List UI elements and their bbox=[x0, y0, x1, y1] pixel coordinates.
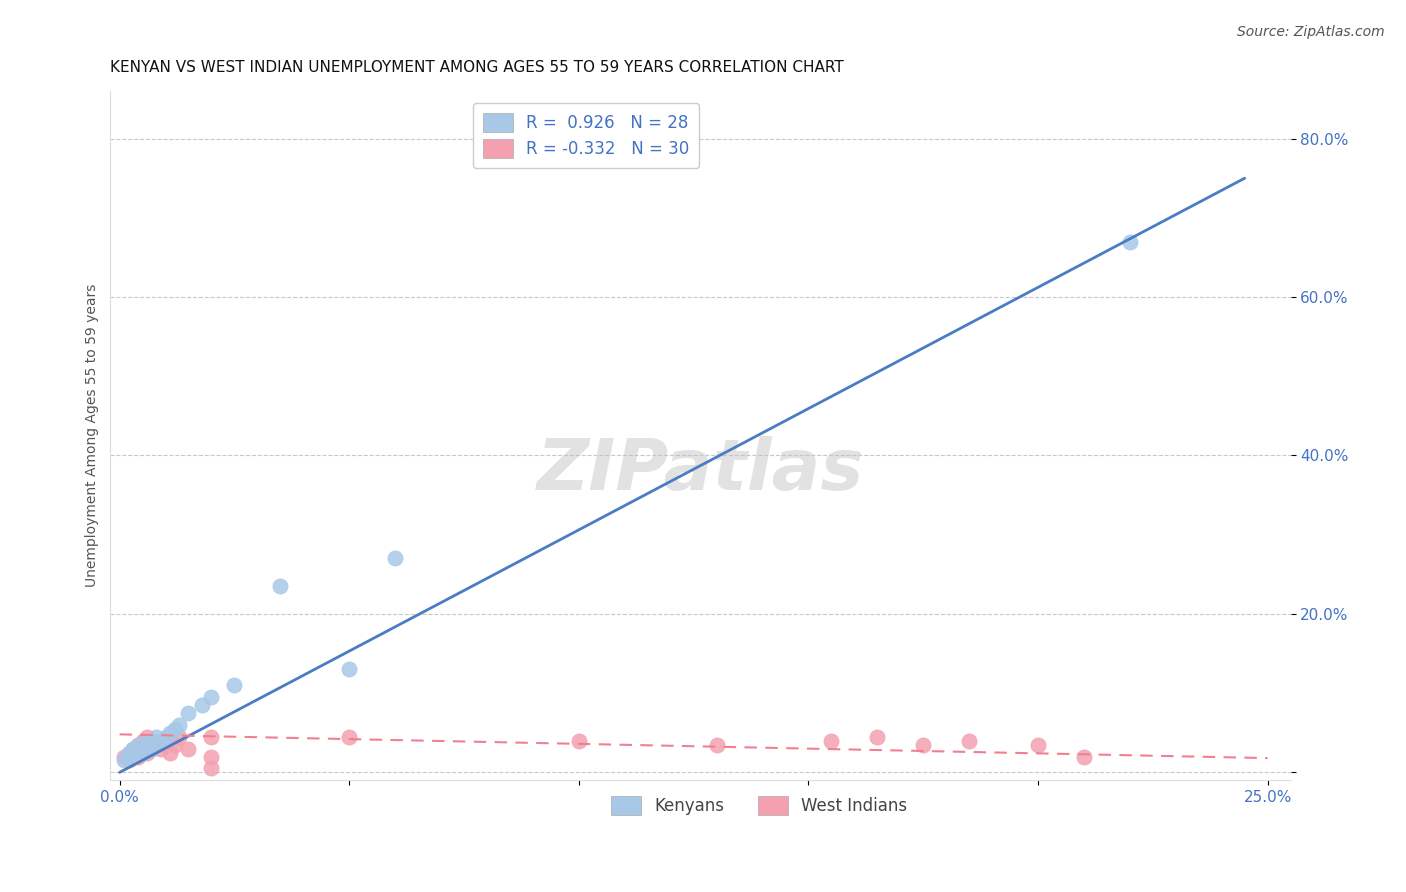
Point bbox=[122, 749, 145, 764]
Text: KENYAN VS WEST INDIAN UNEMPLOYMENT AMONG AGES 55 TO 59 YEARS CORRELATION CHART: KENYAN VS WEST INDIAN UNEMPLOYMENT AMONG… bbox=[111, 60, 844, 75]
Point bbox=[1073, 749, 1095, 764]
Point bbox=[118, 749, 141, 764]
Point bbox=[149, 733, 172, 747]
Point bbox=[169, 730, 191, 744]
Point bbox=[706, 738, 728, 752]
Point bbox=[136, 733, 159, 747]
Point bbox=[269, 579, 291, 593]
Point bbox=[127, 749, 149, 764]
Point bbox=[224, 678, 246, 692]
Legend: Kenyans, West Indians: Kenyans, West Indians bbox=[603, 788, 915, 823]
Point bbox=[159, 746, 181, 760]
Text: Source: ZipAtlas.com: Source: ZipAtlas.com bbox=[1237, 25, 1385, 39]
Point bbox=[127, 746, 149, 760]
Point bbox=[118, 754, 141, 768]
Point bbox=[177, 706, 200, 720]
Point bbox=[145, 738, 167, 752]
Point bbox=[136, 730, 159, 744]
Point bbox=[112, 749, 135, 764]
Point bbox=[957, 733, 980, 747]
Point bbox=[1026, 738, 1049, 752]
Point bbox=[136, 746, 159, 760]
Point bbox=[127, 738, 149, 752]
Point bbox=[131, 733, 153, 747]
Point bbox=[118, 746, 141, 760]
Point bbox=[131, 738, 153, 752]
Point bbox=[155, 730, 177, 744]
Point bbox=[866, 730, 889, 744]
Point bbox=[141, 741, 163, 756]
Point bbox=[112, 754, 135, 768]
Text: ZIPatlas: ZIPatlas bbox=[537, 435, 865, 505]
Point bbox=[131, 746, 153, 760]
Point bbox=[163, 722, 186, 736]
Point bbox=[141, 741, 163, 756]
Point bbox=[122, 741, 145, 756]
Point bbox=[131, 746, 153, 760]
Point bbox=[163, 738, 186, 752]
Point bbox=[200, 749, 222, 764]
Point bbox=[122, 741, 145, 756]
Point bbox=[145, 730, 167, 744]
Point bbox=[1119, 235, 1142, 249]
Point bbox=[145, 738, 167, 752]
Point bbox=[122, 746, 145, 760]
Y-axis label: Unemployment Among Ages 55 to 59 years: Unemployment Among Ages 55 to 59 years bbox=[86, 284, 100, 587]
Point bbox=[155, 733, 177, 747]
Point bbox=[200, 690, 222, 705]
Point bbox=[177, 741, 200, 756]
Point bbox=[337, 730, 360, 744]
Point bbox=[159, 725, 181, 739]
Point bbox=[912, 738, 935, 752]
Point bbox=[149, 741, 172, 756]
Point bbox=[127, 738, 149, 752]
Point bbox=[200, 761, 222, 775]
Point bbox=[200, 730, 222, 744]
Point bbox=[820, 733, 842, 747]
Point bbox=[136, 741, 159, 756]
Point bbox=[337, 662, 360, 676]
Point bbox=[568, 733, 591, 747]
Point bbox=[141, 733, 163, 747]
Point bbox=[169, 718, 191, 732]
Point bbox=[384, 551, 406, 566]
Point bbox=[191, 698, 214, 712]
